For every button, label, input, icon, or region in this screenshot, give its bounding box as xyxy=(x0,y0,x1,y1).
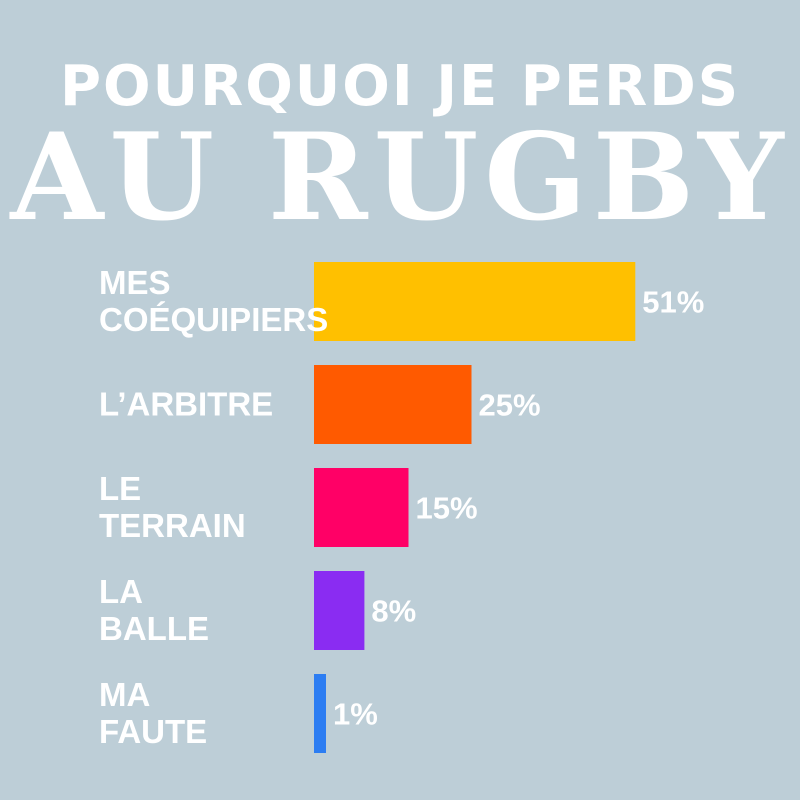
chart-title-line2: AU RUGBY xyxy=(10,107,790,248)
value-label-3: 8% xyxy=(371,594,416,629)
category-label-3-0: LA xyxy=(99,573,143,610)
category-label-2-1: TERRAIN xyxy=(99,507,246,544)
bar-1 xyxy=(314,365,472,444)
chart-title-line1: POURQUOI JE PERDS xyxy=(59,54,741,119)
bar-4 xyxy=(314,674,326,753)
bar-0 xyxy=(314,262,636,341)
value-label-2: 15% xyxy=(416,491,478,526)
category-label-4-0: MA xyxy=(99,676,150,713)
bar-2 xyxy=(314,468,409,547)
value-label-1: 25% xyxy=(479,388,541,423)
value-label-0: 51% xyxy=(642,285,704,320)
category-label-2-0: LE xyxy=(99,470,141,507)
category-label-3-1: BALLE xyxy=(99,610,209,647)
category-label-4-1: FAUTE xyxy=(99,713,207,750)
value-label-4: 1% xyxy=(333,697,378,732)
bar-3 xyxy=(314,571,365,650)
category-label-0-1: COÉQUIPIERS xyxy=(99,301,328,338)
category-label-0-0: MES xyxy=(99,264,171,301)
category-label-1-0: L’ARBITRE xyxy=(99,386,273,423)
